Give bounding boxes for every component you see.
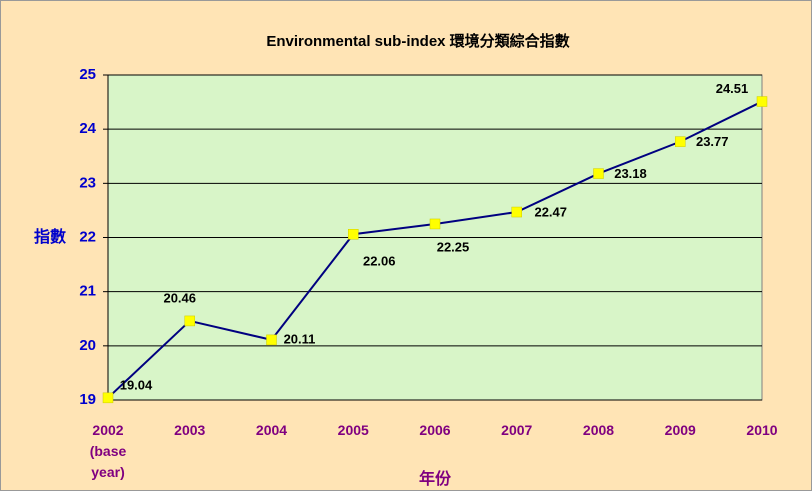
marker [675, 136, 686, 147]
y-tick-label: 21 [79, 283, 96, 300]
data-label: 24.51 [716, 81, 749, 96]
marker [184, 315, 195, 327]
marker [511, 206, 522, 218]
marker [593, 168, 604, 179]
y-tick-label: 24 [79, 120, 96, 137]
y-tick-label: 20 [79, 337, 96, 354]
marker [266, 334, 277, 346]
y-tick-label: 22 [79, 228, 96, 245]
marker [348, 229, 359, 240]
x-tick-label: 2003 [174, 422, 206, 438]
data-label: 20.46 [163, 290, 196, 305]
data-label: 22.06 [363, 254, 396, 269]
x-tick-label: 2008 [582, 422, 615, 438]
y-tick-label: 25 [79, 66, 96, 83]
y-tick-label: 23 [79, 174, 96, 191]
x-tick-label: 2007 [501, 422, 533, 438]
data-label: 19.04 [120, 377, 153, 392]
x-tick-label: 2009 [664, 422, 696, 438]
chart-title: Environmental sub-index 環境分類綜合指數 [266, 32, 569, 50]
x-tick-label: 2004 [255, 422, 288, 438]
y-tick-label: 19 [79, 391, 96, 408]
x-tick-label: 2002 (base year) [89, 422, 127, 480]
marker [102, 392, 114, 404]
y-axis-label: 指數 [34, 227, 66, 246]
data-label: 23.77 [696, 134, 729, 149]
data-label: 23.18 [614, 166, 647, 181]
marker [429, 218, 441, 230]
x-tick-label: 2006 [419, 422, 451, 438]
marker [756, 96, 768, 107]
data-label: 22.25 [437, 239, 470, 254]
x-tick-label: 2005 [337, 422, 369, 438]
x-tick-label: 2010 [746, 422, 778, 438]
x-axis-label: 年份 [419, 469, 452, 488]
data-label: 22.47 [534, 204, 567, 219]
data-label: 20.11 [284, 331, 316, 346]
